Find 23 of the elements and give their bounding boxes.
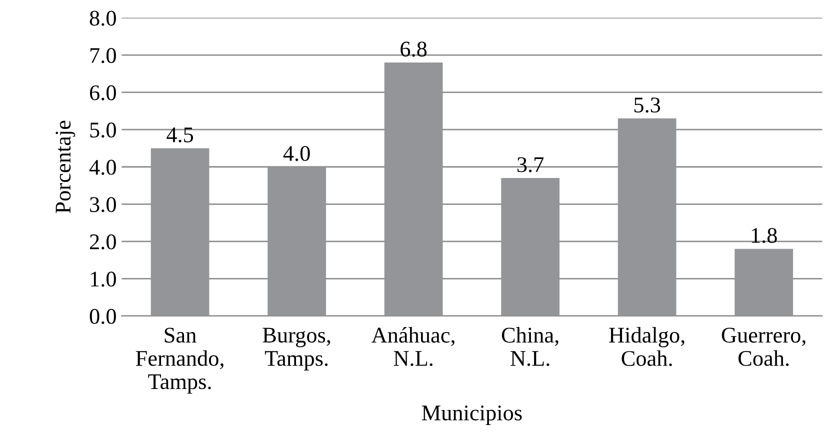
y-tick-label: 8.0 (90, 10, 116, 26)
data-label: 4.5 (166, 127, 194, 142)
x-tick-label: Guerrero, Coah. (722, 328, 806, 366)
x-tick-label: Hidalgo, Coah. (609, 327, 684, 366)
data-label: 3.7 (517, 157, 544, 172)
y-tick-label: 4.0 (89, 160, 116, 175)
x-tick-label: San Fernando, Tamps. (136, 328, 224, 394)
y-axis-title: Porcentaje (56, 120, 76, 214)
y-tick-label: 3.0 (90, 197, 116, 212)
data-label: 5.3 (634, 98, 660, 113)
y-tick-label: 7.0 (90, 48, 116, 64)
y-tick-label: 0.0 (90, 308, 116, 324)
x-axis-title: Municipios (422, 406, 522, 425)
y-tick-label: 2.0 (90, 234, 116, 250)
x-tick-label: China, N.L. (502, 327, 558, 366)
y-tick-label: 5.0 (90, 122, 116, 138)
y-tick-label: 1.0 (90, 272, 116, 287)
data-label: 6.8 (400, 42, 427, 57)
x-tick-label: Burgos, Tamps. (262, 328, 330, 370)
x-tick-label: Anáhuac, N.L. (372, 327, 454, 366)
y-tick-label: 6.0 (90, 85, 116, 100)
data-label: 4.0 (283, 146, 310, 162)
data-label: 1.8 (752, 228, 777, 244)
